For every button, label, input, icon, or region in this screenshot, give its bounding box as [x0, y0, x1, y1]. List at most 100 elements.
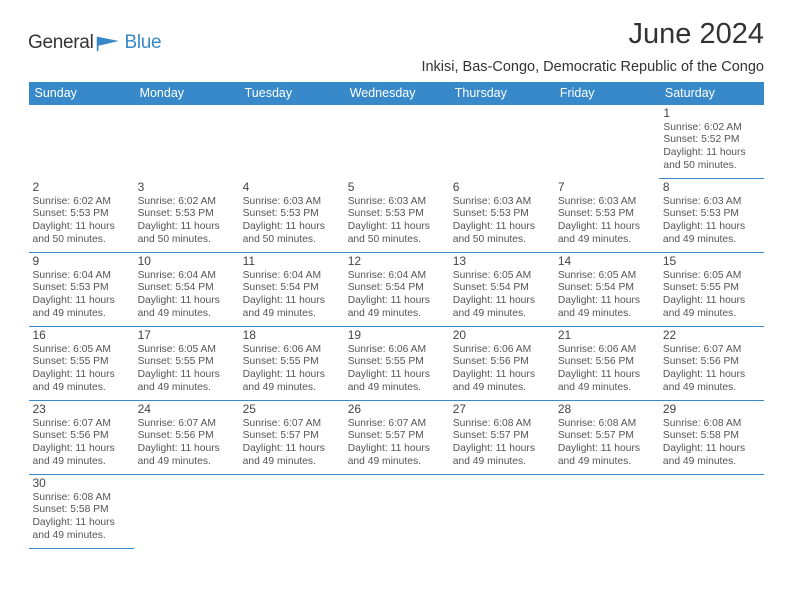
sunrise-text: Sunrise: 6:03 AM [243, 196, 340, 209]
sunset-text: Sunset: 5:53 PM [453, 208, 550, 221]
calendar-cell: 16Sunrise: 6:05 AMSunset: 5:55 PMDayligh… [29, 327, 134, 401]
sunset-text: Sunset: 5:55 PM [348, 356, 445, 369]
calendar-body: 1Sunrise: 6:02 AMSunset: 5:52 PMDaylight… [29, 105, 765, 549]
calendar-table: SundayMondayTuesdayWednesdayThursdayFrid… [28, 82, 764, 549]
calendar-cell: 11Sunrise: 6:04 AMSunset: 5:54 PMDayligh… [239, 253, 344, 327]
sunset-text: Sunset: 5:53 PM [138, 208, 235, 221]
daylight-text: Daylight: 11 hours and 50 minutes. [243, 221, 340, 246]
calendar-cell: 5Sunrise: 6:03 AMSunset: 5:53 PMDaylight… [344, 179, 449, 253]
sunset-text: Sunset: 5:56 PM [558, 356, 655, 369]
sunrise-text: Sunrise: 6:05 AM [33, 344, 130, 357]
sunset-text: Sunset: 5:56 PM [453, 356, 550, 369]
sunset-text: Sunset: 5:54 PM [348, 282, 445, 295]
sunset-text: Sunset: 5:53 PM [558, 208, 655, 221]
daylight-text: Daylight: 11 hours and 49 minutes. [138, 295, 235, 320]
sunset-text: Sunset: 5:58 PM [33, 504, 130, 517]
day-number: 8 [663, 180, 760, 195]
sunrise-text: Sunrise: 6:06 AM [243, 344, 340, 357]
day-number: 7 [558, 180, 655, 195]
sunrise-text: Sunrise: 6:03 AM [453, 196, 550, 209]
sunset-text: Sunset: 5:53 PM [33, 282, 130, 295]
calendar-cell: 6Sunrise: 6:03 AMSunset: 5:53 PMDaylight… [449, 179, 554, 253]
header: General Blue June 2024 Inkisi, Bas-Congo… [28, 18, 764, 75]
day-number: 6 [453, 180, 550, 195]
day-header: Thursday [449, 82, 554, 105]
sunrise-text: Sunrise: 6:05 AM [138, 344, 235, 357]
sunrise-text: Sunrise: 6:05 AM [558, 270, 655, 283]
calendar-cell: 27Sunrise: 6:08 AMSunset: 5:57 PMDayligh… [449, 401, 554, 475]
sunrise-text: Sunrise: 6:07 AM [138, 418, 235, 431]
calendar-cell: 18Sunrise: 6:06 AMSunset: 5:55 PMDayligh… [239, 327, 344, 401]
sunrise-text: Sunrise: 6:06 AM [348, 344, 445, 357]
day-number: 22 [663, 328, 760, 343]
sunset-text: Sunset: 5:55 PM [138, 356, 235, 369]
day-number: 13 [453, 254, 550, 269]
calendar-cell: 22Sunrise: 6:07 AMSunset: 5:56 PMDayligh… [659, 327, 764, 401]
calendar-cell [344, 475, 449, 549]
calendar-cell: 9Sunrise: 6:04 AMSunset: 5:53 PMDaylight… [29, 253, 134, 327]
calendar-cell: 4Sunrise: 6:03 AMSunset: 5:53 PMDaylight… [239, 179, 344, 253]
calendar-cell: 14Sunrise: 6:05 AMSunset: 5:54 PMDayligh… [554, 253, 659, 327]
day-number: 15 [663, 254, 760, 269]
day-header: Sunday [29, 82, 134, 105]
daylight-text: Daylight: 11 hours and 49 minutes. [453, 443, 550, 468]
daylight-text: Daylight: 11 hours and 49 minutes. [243, 443, 340, 468]
daylight-text: Daylight: 11 hours and 49 minutes. [663, 369, 760, 394]
daylight-text: Daylight: 11 hours and 49 minutes. [663, 221, 760, 246]
sunrise-text: Sunrise: 6:02 AM [33, 196, 130, 209]
calendar-cell: 23Sunrise: 6:07 AMSunset: 5:56 PMDayligh… [29, 401, 134, 475]
calendar-cell: 1Sunrise: 6:02 AMSunset: 5:52 PMDaylight… [659, 105, 764, 179]
calendar-cell: 29Sunrise: 6:08 AMSunset: 5:58 PMDayligh… [659, 401, 764, 475]
daylight-text: Daylight: 11 hours and 49 minutes. [348, 443, 445, 468]
calendar-cell: 28Sunrise: 6:08 AMSunset: 5:57 PMDayligh… [554, 401, 659, 475]
day-number: 12 [348, 254, 445, 269]
calendar-cell [29, 105, 134, 179]
day-number: 5 [348, 180, 445, 195]
sunrise-text: Sunrise: 6:06 AM [453, 344, 550, 357]
daylight-text: Daylight: 11 hours and 49 minutes. [348, 369, 445, 394]
daylight-text: Daylight: 11 hours and 49 minutes. [558, 443, 655, 468]
sunrise-text: Sunrise: 6:05 AM [453, 270, 550, 283]
daylight-text: Daylight: 11 hours and 49 minutes. [33, 517, 130, 542]
calendar-cell [344, 105, 449, 179]
location-text: Inkisi, Bas-Congo, Democratic Republic o… [421, 59, 764, 75]
day-number: 16 [33, 328, 130, 343]
sunset-text: Sunset: 5:55 PM [243, 356, 340, 369]
sunrise-text: Sunrise: 6:07 AM [348, 418, 445, 431]
calendar-cell: 17Sunrise: 6:05 AMSunset: 5:55 PMDayligh… [134, 327, 239, 401]
calendar-cell [239, 105, 344, 179]
sunrise-text: Sunrise: 6:07 AM [243, 418, 340, 431]
sunrise-text: Sunrise: 6:08 AM [453, 418, 550, 431]
sunrise-text: Sunrise: 6:08 AM [663, 418, 760, 431]
brand-name-2: Blue [125, 32, 162, 54]
daylight-text: Daylight: 11 hours and 50 minutes. [453, 221, 550, 246]
sunset-text: Sunset: 5:57 PM [243, 430, 340, 443]
calendar-cell [449, 105, 554, 179]
day-number: 28 [558, 402, 655, 417]
day-number: 24 [138, 402, 235, 417]
daylight-text: Daylight: 11 hours and 49 minutes. [453, 369, 550, 394]
day-header: Tuesday [239, 82, 344, 105]
sunset-text: Sunset: 5:54 PM [138, 282, 235, 295]
day-number: 27 [453, 402, 550, 417]
day-number: 1 [663, 106, 760, 121]
calendar-cell: 2Sunrise: 6:02 AMSunset: 5:53 PMDaylight… [29, 179, 134, 253]
calendar-cell: 25Sunrise: 6:07 AMSunset: 5:57 PMDayligh… [239, 401, 344, 475]
day-number: 29 [663, 402, 760, 417]
day-header: Wednesday [344, 82, 449, 105]
daylight-text: Daylight: 11 hours and 49 minutes. [138, 369, 235, 394]
brand-logo: General Blue [28, 18, 161, 54]
day-number: 20 [453, 328, 550, 343]
day-number: 11 [243, 254, 340, 269]
calendar-cell: 8Sunrise: 6:03 AMSunset: 5:53 PMDaylight… [659, 179, 764, 253]
sunrise-text: Sunrise: 6:04 AM [243, 270, 340, 283]
flag-icon [96, 35, 123, 52]
sunset-text: Sunset: 5:57 PM [558, 430, 655, 443]
calendar-cell: 15Sunrise: 6:05 AMSunset: 5:55 PMDayligh… [659, 253, 764, 327]
brand-name-1: General [28, 32, 94, 54]
sunset-text: Sunset: 5:54 PM [558, 282, 655, 295]
sunset-text: Sunset: 5:54 PM [453, 282, 550, 295]
calendar-cell: 7Sunrise: 6:03 AMSunset: 5:53 PMDaylight… [554, 179, 659, 253]
sunset-text: Sunset: 5:53 PM [663, 208, 760, 221]
daylight-text: Daylight: 11 hours and 49 minutes. [348, 295, 445, 320]
